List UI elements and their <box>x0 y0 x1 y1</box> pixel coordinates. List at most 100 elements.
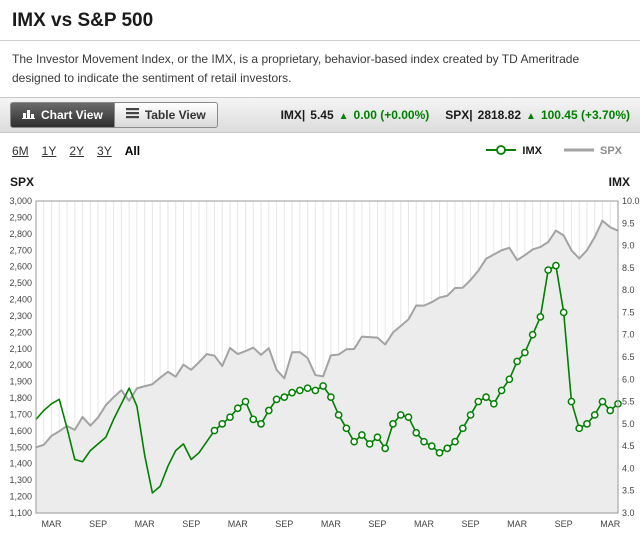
axis-title-row: SPX IMX <box>0 163 640 189</box>
range-link-1y[interactable]: 1Y <box>41 144 57 159</box>
svg-text:2,700: 2,700 <box>9 245 32 255</box>
svg-text:3,000: 3,000 <box>9 196 32 206</box>
svg-text:2,000: 2,000 <box>9 360 32 370</box>
imx-data-point[interactable] <box>474 397 483 406</box>
imx-data-point[interactable] <box>264 406 273 415</box>
quote-spx: SPX| 2818.82 ▲ 100.45 (+3.70%) <box>445 108 630 122</box>
svg-text:9.5: 9.5 <box>622 218 635 228</box>
svg-text:2,300: 2,300 <box>9 311 32 321</box>
page-description: The Investor Movement Index, or the IMX,… <box>12 52 580 85</box>
svg-text:2,900: 2,900 <box>9 213 32 223</box>
imx-data-point[interactable] <box>303 384 312 393</box>
imx-line-marker-icon <box>486 144 517 159</box>
imx-data-point[interactable] <box>427 442 436 451</box>
imx-data-point[interactable] <box>559 308 568 317</box>
imx-data-point[interactable] <box>544 266 553 275</box>
imx-data-point[interactable] <box>342 424 351 433</box>
imx-data-point[interactable] <box>319 382 327 391</box>
svg-text:5.0: 5.0 <box>622 419 635 429</box>
table-view-button[interactable]: Table View <box>114 102 218 129</box>
imx-data-point[interactable] <box>567 397 576 406</box>
range-link-2y[interactable]: 2Y <box>69 144 85 159</box>
imx-data-point[interactable] <box>575 424 584 433</box>
svg-text:MAR: MAR <box>228 519 249 529</box>
svg-text:3.0: 3.0 <box>622 508 635 518</box>
imx-data-point[interactable] <box>497 386 506 395</box>
imx-data-point[interactable] <box>311 386 320 395</box>
range-link-all[interactable]: All <box>124 144 141 159</box>
quote-imx: IMX| 5.45 ▲ 0.00 (+0.00%) <box>281 108 430 122</box>
imx-data-point[interactable] <box>396 411 405 419</box>
quote-symbol: IMX| <box>280 108 306 123</box>
imx-data-point[interactable] <box>389 420 397 428</box>
legend-item-imx[interactable]: IMX <box>486 144 542 159</box>
svg-text:SEP: SEP <box>89 519 107 529</box>
imx-data-point[interactable] <box>443 444 452 453</box>
svg-text:2,200: 2,200 <box>9 328 32 338</box>
right-axis-title: IMX <box>608 175 630 190</box>
chart-view-button[interactable]: Chart View <box>10 102 115 129</box>
imx-data-point[interactable] <box>241 397 250 406</box>
imx-data-point[interactable] <box>412 429 421 437</box>
svg-text:1,500: 1,500 <box>9 443 32 453</box>
up-arrow-icon: ▲ <box>338 111 349 123</box>
imx-data-point[interactable] <box>536 313 545 321</box>
svg-text:1,800: 1,800 <box>9 393 32 403</box>
spx-line-icon <box>563 144 594 159</box>
imx-data-point[interactable] <box>466 411 475 419</box>
imx-data-point[interactable] <box>420 438 428 446</box>
imx-data-point[interactable] <box>404 413 413 422</box>
legend-item-spx[interactable]: SPX <box>563 144 622 159</box>
imx-data-point[interactable] <box>505 375 514 384</box>
svg-text:MAR: MAR <box>321 519 342 529</box>
svg-text:6.5: 6.5 <box>622 352 635 362</box>
up-arrow-icon: ▲ <box>526 111 536 123</box>
chart-canvas[interactable]: 3,000 2,900 2,800 2,700 2,600 2,500 2,400 2,300… <box>0 189 640 535</box>
imx-data-point[interactable] <box>528 331 537 339</box>
imx-data-point[interactable] <box>218 420 227 428</box>
imx-data-point[interactable] <box>583 420 591 428</box>
imx-data-point[interactable] <box>350 438 359 446</box>
svg-text:MAR: MAR <box>600 519 621 529</box>
imx-data-point[interactable] <box>327 393 335 402</box>
range-link-3y[interactable]: 3Y <box>97 144 112 159</box>
imx-data-point[interactable] <box>513 357 521 366</box>
svg-text:2,600: 2,600 <box>9 262 32 272</box>
imx-data-point[interactable] <box>482 393 490 402</box>
imx-data-point[interactable] <box>210 426 219 435</box>
plot-border <box>35 200 619 514</box>
imx-data-point[interactable] <box>590 411 599 419</box>
imx-data-point[interactable] <box>288 388 296 397</box>
imx-data-point[interactable] <box>295 386 304 395</box>
imx-data-point[interactable] <box>233 404 242 413</box>
bar-chart-icon <box>22 108 35 122</box>
view-toggle: Chart View Table View <box>10 102 218 129</box>
imx-data-point[interactable] <box>249 415 258 424</box>
imx-data-point[interactable] <box>280 393 289 402</box>
svg-text:7.5: 7.5 <box>622 308 635 318</box>
imx-data-point[interactable] <box>334 411 343 419</box>
imx-data-point[interactable] <box>373 433 382 442</box>
imx-data-point[interactable] <box>257 420 265 428</box>
svg-text:5.5: 5.5 <box>622 397 635 407</box>
imx-data-point[interactable] <box>365 440 374 448</box>
imx-data-point[interactable] <box>598 397 607 406</box>
imx-data-point[interactable] <box>358 431 366 440</box>
imx-data-point[interactable] <box>226 413 234 422</box>
imx-data-point[interactable] <box>381 444 390 453</box>
imx-data-point[interactable] <box>272 395 281 404</box>
chart-legend: IMX SPX <box>486 144 628 159</box>
imx-data-point[interactable] <box>521 348 529 357</box>
imx-data-point[interactable] <box>458 424 467 433</box>
svg-text:2,400: 2,400 <box>9 295 32 305</box>
svg-text:8.0: 8.0 <box>622 285 635 295</box>
imx-data-point[interactable] <box>606 406 615 415</box>
quote-change: 0.00 (+0.00%) <box>353 108 430 123</box>
svg-text:MAR: MAR <box>135 519 156 529</box>
imx-data-point[interactable] <box>435 449 444 457</box>
imx-data-point[interactable] <box>489 400 498 408</box>
svg-text:MAR: MAR <box>414 519 435 529</box>
range-link-6m[interactable]: 6M <box>12 144 29 159</box>
imx-data-point[interactable] <box>451 438 459 446</box>
imx-data-point[interactable] <box>552 261 560 270</box>
